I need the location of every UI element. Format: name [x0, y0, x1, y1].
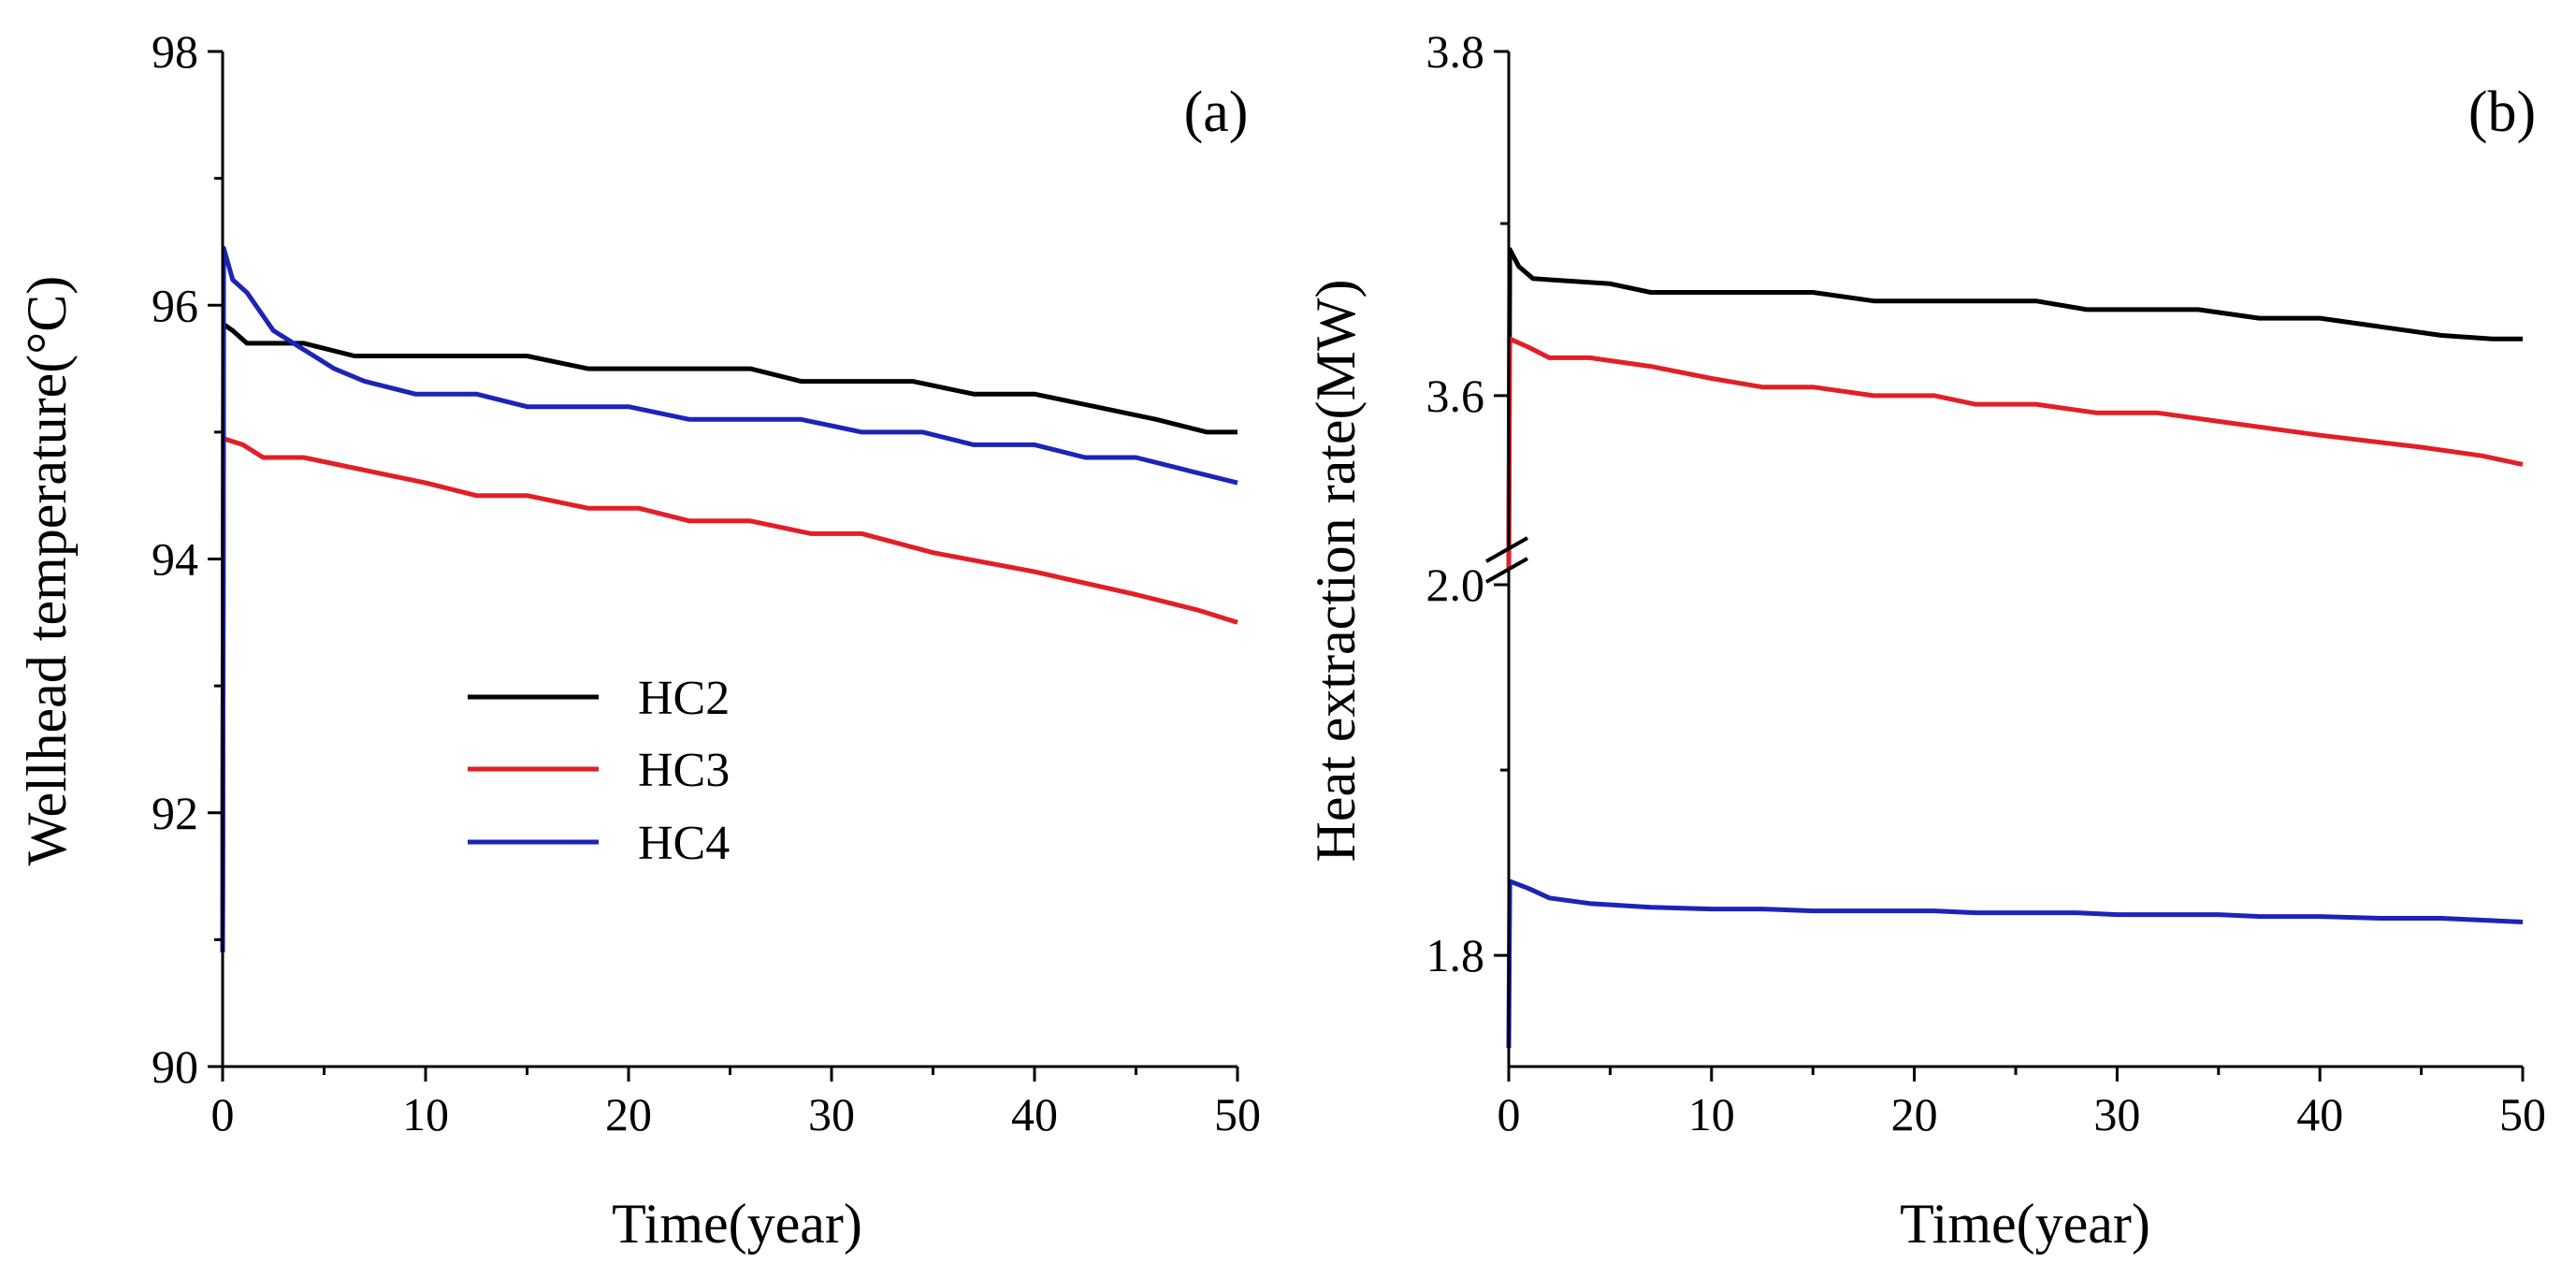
panel-b-series-hc3 — [1506, 336, 2524, 568]
legend-label-hc3: HC3 — [638, 744, 730, 797]
panel-a-x-tick-label: 30 — [808, 1088, 855, 1140]
panel-a-x-axis-title: Time(year) — [612, 1193, 862, 1255]
panel-a-label: (a) — [1184, 80, 1249, 144]
panel-a-y-axis-title: Wellhead temperature(°C) — [16, 276, 78, 866]
panel-a-y-tick-label: 96 — [152, 279, 198, 331]
panel-a-chart: 90 92 94 96 98 0 10 20 30 40 50 (a) Time(year) Wel… — [16, 25, 1261, 1255]
panel-a-series-hc2 — [220, 322, 1237, 952]
panel-a-x-tick-label: 10 — [402, 1088, 449, 1140]
panel-b-y-tick-label: 3.8 — [1426, 25, 1485, 78]
panel-a-x-tick-label: 40 — [1011, 1088, 1058, 1140]
axis-break-mark — [1485, 557, 1528, 584]
panel-a-y-tick-label: 94 — [152, 533, 198, 586]
panel-b-x-tick-label: 30 — [2093, 1088, 2140, 1140]
panel-b-series-hc2 — [1506, 247, 2523, 568]
panel-b-x-axis-title: Time(year) — [1900, 1193, 2150, 1255]
panel-b-y-tick-label: 2.0 — [1426, 559, 1485, 611]
panel-b-x-tick-label: 0 — [1498, 1088, 1521, 1140]
legend: HC2 HC3 HC4 — [468, 672, 730, 870]
panel-b-x-tick-label: 20 — [1891, 1088, 1938, 1140]
panel-b-x-tick-label: 40 — [2296, 1088, 2343, 1140]
panel-a-y-tick-label: 90 — [152, 1040, 198, 1093]
panel-b-chart: 1.8 2.0 3.6 3.8 0 10 20 30 40 50 (b) Time(year) H… — [1305, 25, 2546, 1255]
panel-a-x-tick-label: 20 — [605, 1088, 652, 1140]
axis-break-mark — [1485, 536, 1528, 563]
panel-b-y-tick-label: 1.8 — [1426, 929, 1485, 981]
panel-b-y-tick-label: 3.6 — [1426, 370, 1485, 422]
panel-b-series-hc4 — [1506, 879, 2524, 1049]
panel-a-y-tick-label: 98 — [152, 25, 198, 78]
legend-label-hc4: HC4 — [638, 817, 730, 870]
legend-label-hc2: HC2 — [638, 672, 730, 725]
panel-a-y-tick-label: 92 — [152, 787, 198, 839]
panel-a-x-tick-label: 0 — [211, 1088, 235, 1140]
panel-a-series-hc3 — [220, 436, 1238, 952]
panel-b-x-tick-label: 50 — [2499, 1088, 2546, 1140]
panel-b-label: (b) — [2468, 80, 2536, 144]
panel-a-series-hc4 — [220, 245, 1238, 952]
panel-b-x-tick-label: 10 — [1688, 1088, 1735, 1140]
panel-b-y-axis-title: Heat extraction rate(MW) — [1305, 280, 1367, 863]
panel-a-x-tick-label: 50 — [1214, 1088, 1261, 1140]
